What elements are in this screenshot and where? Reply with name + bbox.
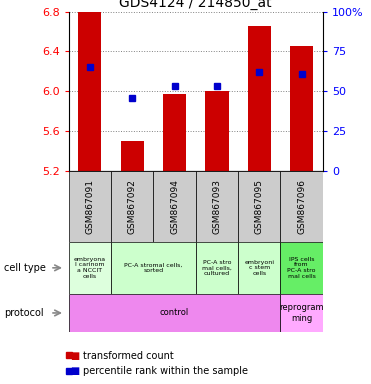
Bar: [153, 171, 196, 242]
Text: transformed count: transformed count: [83, 351, 174, 361]
Text: embryoni
c stem
cells: embryoni c stem cells: [244, 260, 274, 276]
Bar: [196, 171, 238, 242]
Bar: [111, 242, 196, 294]
Bar: [280, 171, 323, 242]
Bar: [69, 294, 280, 332]
Bar: [238, 242, 280, 294]
Bar: [78, 12, 101, 171]
Text: GSM867093: GSM867093: [212, 179, 221, 234]
Text: ■: ■: [70, 366, 80, 376]
Bar: [280, 294, 323, 332]
Bar: [196, 242, 238, 294]
Text: GSM867095: GSM867095: [255, 179, 264, 234]
Text: reprogram
ming: reprogram ming: [279, 303, 324, 323]
Text: GSM867096: GSM867096: [297, 179, 306, 234]
Text: GSM867094: GSM867094: [170, 179, 179, 234]
Bar: [205, 91, 229, 171]
Bar: [163, 94, 186, 171]
Text: cell type: cell type: [4, 263, 46, 273]
Bar: [238, 171, 280, 242]
Text: ■: ■: [70, 351, 80, 361]
Text: protocol: protocol: [4, 308, 43, 318]
Title: GDS4124 / 214850_at: GDS4124 / 214850_at: [119, 0, 272, 10]
Text: GSM867092: GSM867092: [128, 179, 137, 234]
Text: percentile rank within the sample: percentile rank within the sample: [83, 366, 249, 376]
Bar: [121, 141, 144, 171]
Text: PC-A stro
mal cells,
cultured: PC-A stro mal cells, cultured: [202, 260, 232, 276]
Bar: [69, 171, 111, 242]
Text: GSM867091: GSM867091: [85, 179, 94, 234]
Text: embryona
l carinom
a NCCIT
cells: embryona l carinom a NCCIT cells: [74, 257, 106, 279]
Bar: [111, 171, 153, 242]
Bar: [69, 242, 111, 294]
Text: PC-A stromal cells,
sorted: PC-A stromal cells, sorted: [124, 262, 183, 273]
Text: control: control: [160, 308, 189, 318]
Text: IPS cells
from
PC-A stro
mal cells: IPS cells from PC-A stro mal cells: [288, 257, 316, 279]
Bar: [290, 46, 313, 171]
Bar: [280, 242, 323, 294]
Bar: [247, 26, 271, 171]
